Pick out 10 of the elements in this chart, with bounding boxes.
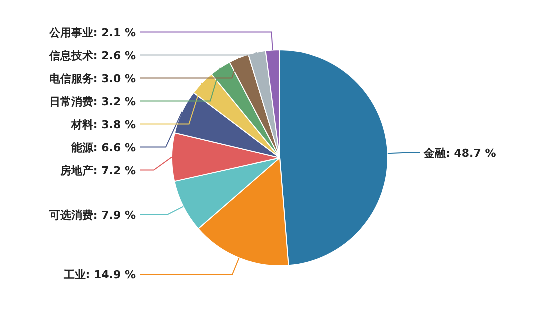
slice-label: 金融: 48.7 % — [423, 146, 496, 160]
slice-label: 房地产: 7.2 % — [59, 164, 136, 178]
slice-label: 公用事业: 2.1 % — [48, 26, 136, 40]
slice-label: 电信服务: 3.0 % — [49, 72, 136, 86]
slice-label: 工业: 14.9 % — [62, 268, 136, 282]
slice-label: 信息技术: 2.6 % — [48, 49, 136, 62]
slice-label: 日常消费: 3.2 % — [49, 95, 136, 108]
slice-label: 能源: 6.6 % — [71, 141, 136, 154]
slice-label: 材料: 3.8 % — [70, 118, 136, 132]
slice-label: 可选消费: 7.9 % — [48, 208, 136, 222]
